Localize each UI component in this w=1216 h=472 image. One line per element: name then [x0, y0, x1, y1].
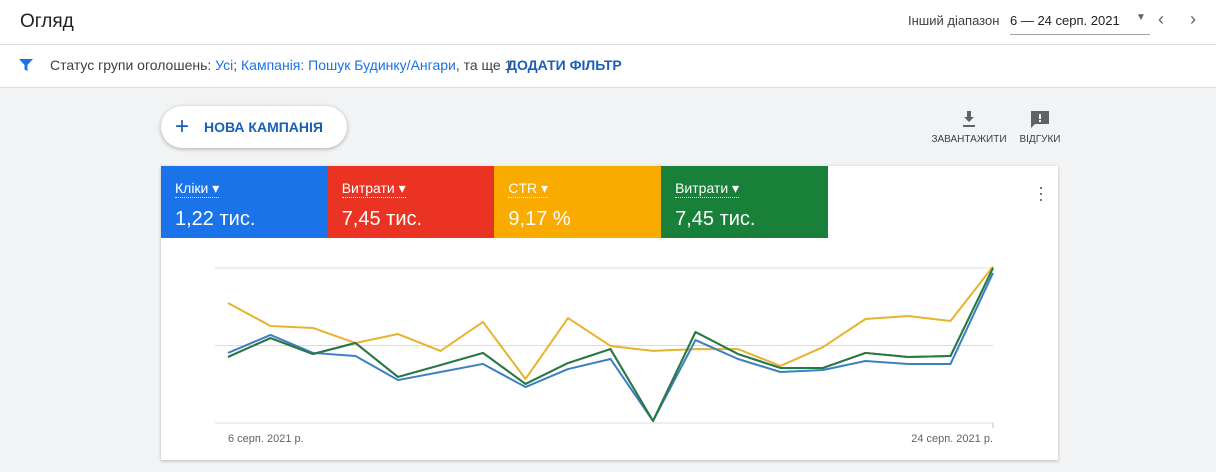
feedback-icon	[1031, 111, 1049, 128]
download-icon	[963, 111, 975, 127]
metric-name: Витрати ▾	[341, 180, 406, 198]
x-tick-label: 24 серп. 2021 р.	[911, 433, 993, 445]
plus-icon: +	[175, 113, 190, 140]
metric-total: 1,22 тис.	[175, 208, 256, 230]
dropdown-arrow: ▼	[1136, 12, 1146, 23]
metric-arrow: ▾	[394, 180, 406, 196]
range-select[interactable]: 6 — 24 серп. 2021 ▼	[1010, 8, 1150, 35]
metric-tile[interactable]: CTR ▾ 9,17 %	[494, 166, 662, 238]
filter-text[interactable]: Статус групи оголошень: Усі; Кампанія: П…	[50, 57, 512, 73]
metric-total: 7,45 тис.	[341, 208, 423, 230]
filter-separator: ;	[233, 57, 242, 73]
download-button[interactable]: ЗАВАНТАЖИТИ	[930, 108, 1008, 148]
metric-total: 7,45 тис.	[675, 208, 756, 230]
series-line	[227, 267, 994, 422]
prev-button[interactable]: ‹	[1158, 9, 1164, 29]
new-campaign-button[interactable]: + НОВА КАМПАНІЯ	[161, 106, 347, 148]
series-line	[227, 272, 994, 422]
metric-arrow: ▾	[537, 180, 549, 196]
x-tick-label: 6 серп. 2021 р.	[228, 433, 304, 445]
range-label: Інший діапазон	[908, 13, 1000, 28]
more-menu[interactable]: · · ·	[1038, 177, 1044, 209]
metric-name: Кліки ▾	[175, 180, 220, 198]
download-label: ЗАВАНТАЖИТИ	[931, 134, 1007, 145]
chart-card: Кліки ▾ 1,22 тис. Витрати ▾ 7,45 тис. CTR ▾ 9…	[161, 166, 1058, 460]
metric-arrow: ▾	[208, 180, 220, 196]
filter-campaign: Кампанія: Пошук Будинку/Ангари	[241, 57, 456, 73]
series-line	[227, 267, 994, 422]
filter-icon	[19, 59, 33, 71]
feedback-label: ВІДГУКИ	[1019, 134, 1061, 145]
filter-more: , та ще 1	[455, 57, 513, 73]
new-campaign-label: НОВА КАМПАНІЯ	[204, 119, 323, 135]
add-filter[interactable]: ДОДАТИ ФІЛЬТР	[507, 57, 622, 73]
metric-arrow: ▾	[728, 180, 740, 196]
metric-tile[interactable]: Кліки ▾ 1,22 тис.	[161, 166, 328, 238]
top-bar: Огляд Інший діапазон 6 — 24 серп. 2021 ▼…	[0, 0, 1216, 45]
filter-status: Усі	[215, 57, 234, 73]
metric-name: Витрати ▾	[675, 180, 740, 198]
filter-bar: Статус групи оголошень: Усі; Кампанія: П…	[0, 45, 1216, 88]
metric-total: 9,17 %	[508, 208, 571, 230]
range-value: 6 — 24 серп. 2021	[1010, 13, 1120, 28]
feedback-button[interactable]: ВІДГУКИ	[1014, 108, 1066, 148]
page-title: Огляд	[20, 11, 74, 32]
filter-prefix: Статус групи оголошень:	[50, 57, 216, 73]
metric-name: CTR ▾	[508, 180, 549, 198]
next-button[interactable]: ›	[1190, 9, 1196, 29]
metric-tile[interactable]: Витрати ▾ 7,45 тис.	[327, 166, 495, 238]
metric-tile[interactable]: Витрати ▾ 7,45 тис.	[661, 166, 828, 238]
